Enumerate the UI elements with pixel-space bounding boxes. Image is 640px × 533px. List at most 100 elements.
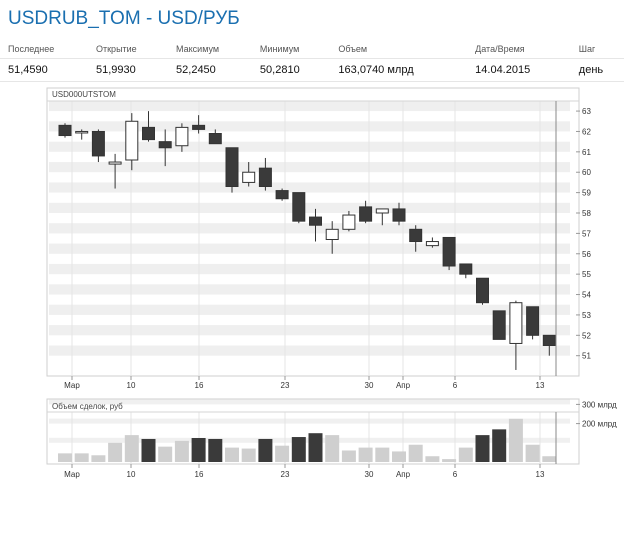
price-y-tick-label: 63 [582, 107, 591, 116]
column-header-high: Максимум [168, 40, 252, 59]
volume-bar [508, 418, 523, 462]
column-header-datetime: Дата/Время [467, 40, 571, 59]
volume-bar [358, 447, 373, 462]
price-grid-band [49, 223, 570, 234]
candle-body [125, 120, 139, 161]
volume-bar [91, 455, 106, 462]
price-grid-band [49, 263, 570, 275]
volume-bar [542, 456, 557, 462]
volume-bar [208, 438, 223, 462]
price-x-tick-label: 30 [365, 381, 374, 390]
price-y-tick-label: 55 [582, 270, 591, 279]
volume-bar [375, 447, 390, 462]
volume-bar [291, 437, 306, 462]
volume-x-tick-label: Апр [396, 470, 411, 479]
candle-body [58, 124, 72, 137]
candle-body [425, 241, 439, 247]
volume-bar [258, 438, 273, 462]
volume-bar [191, 438, 206, 462]
price-x-tick-label: 23 [281, 381, 290, 390]
value-volume: 163,0740 млрд [330, 58, 468, 82]
price-chart-title: USD000UTSTOM [52, 90, 116, 99]
volume-y-tick-label: 300 млрд [582, 400, 617, 409]
price-y-tick-label: 60 [582, 168, 591, 177]
candle-body [225, 147, 239, 187]
candle-body [309, 216, 322, 226]
price-y-tick-label: 62 [582, 127, 591, 136]
price-x-tick-label: 10 [127, 381, 136, 390]
column-header-volume: Объем [330, 40, 468, 59]
price-y-tick-label: 58 [582, 209, 591, 218]
price-y-tick-label: 54 [582, 291, 591, 300]
volume-x-axis: Мар 10 16 23 30 Апр 6 13 [64, 464, 545, 479]
volume-x-tick-label: Мар [64, 470, 80, 479]
candle-body [442, 236, 456, 267]
candle-body [142, 126, 155, 141]
column-header-last: Последнее [0, 40, 88, 59]
volume-bar [174, 440, 189, 462]
candle-body [492, 310, 506, 340]
price-grid-band [49, 182, 570, 193]
column-header-low: Минимум [251, 40, 331, 59]
price-grid-band [49, 162, 570, 173]
value-low: 50,2810 [251, 58, 331, 82]
volume-bar [425, 456, 440, 462]
price-grid-band [49, 141, 570, 152]
candle-body [409, 228, 423, 243]
candle-body [192, 124, 206, 130]
price-x-tick-label: 13 [536, 381, 545, 390]
price-y-tick-label: 53 [582, 311, 591, 320]
candle-body [208, 133, 222, 145]
value-open: 51,9930 [88, 58, 169, 82]
volume-bar [108, 442, 123, 462]
volume-bar [442, 459, 457, 462]
candlestick-series [58, 111, 556, 370]
value-high: 52,2450 [168, 58, 252, 82]
volume-bar [124, 435, 139, 462]
candle-body [292, 192, 306, 222]
candle-body [459, 263, 473, 275]
candle-body [108, 161, 122, 165]
price-grid-band [49, 100, 570, 112]
price-y-tick-label: 56 [582, 250, 591, 259]
price-x-tick-label: 16 [195, 381, 204, 390]
candle-body [242, 171, 256, 183]
volume-y-axis: 300 млрд 200 млрд [576, 400, 617, 429]
volume-bar [341, 450, 356, 462]
price-y-axis: 63 62 61 60 59 58 57 56 55 54 53 52 51 [576, 107, 591, 361]
volume-x-tick-label: 13 [536, 470, 545, 479]
price-panel-frame [46, 87, 580, 377]
candle-body [91, 130, 105, 157]
price-grid-stripes [49, 100, 570, 356]
volume-bar-series [58, 418, 557, 462]
volume-bar [241, 448, 256, 462]
candle-body [509, 302, 523, 344]
volume-bar [475, 435, 490, 462]
value-datetime: 14.04.2015 [467, 58, 571, 82]
price-grid-band [49, 345, 570, 356]
price-y-tick-label: 52 [582, 331, 591, 340]
candle-body [342, 214, 356, 230]
volume-x-tick-label: 30 [365, 470, 374, 479]
volume-bar [74, 453, 89, 462]
value-step: день [570, 58, 624, 82]
volume-bar [408, 444, 423, 462]
candle-body [392, 208, 406, 222]
candle-body [325, 228, 339, 241]
price-y-tick-label: 51 [582, 352, 591, 361]
candle-body [375, 208, 389, 214]
volume-bar [141, 438, 156, 462]
volume-y-tick-label: 200 млрд [582, 420, 617, 429]
price-grid-band [49, 304, 570, 315]
price-grid-band [49, 202, 570, 213]
price-x-tick-label: Мар [64, 381, 80, 390]
volume-x-tick-label: 6 [453, 470, 458, 479]
volume-bar [392, 451, 406, 462]
volume-x-tick-label: 23 [281, 470, 290, 479]
volume-x-tick-label: 10 [127, 470, 136, 479]
candle-body [75, 130, 89, 134]
price-x-tick-label: Апр [396, 381, 411, 390]
price-grid-band [49, 284, 570, 295]
price-y-tick-label: 59 [582, 189, 591, 198]
volume-panel-frame [46, 398, 580, 465]
